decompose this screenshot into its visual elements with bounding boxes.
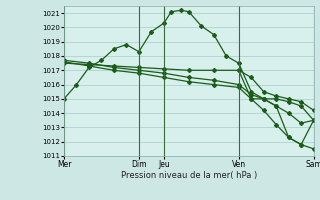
X-axis label: Pression niveau de la mer( hPa ): Pression niveau de la mer( hPa ) bbox=[121, 171, 257, 180]
